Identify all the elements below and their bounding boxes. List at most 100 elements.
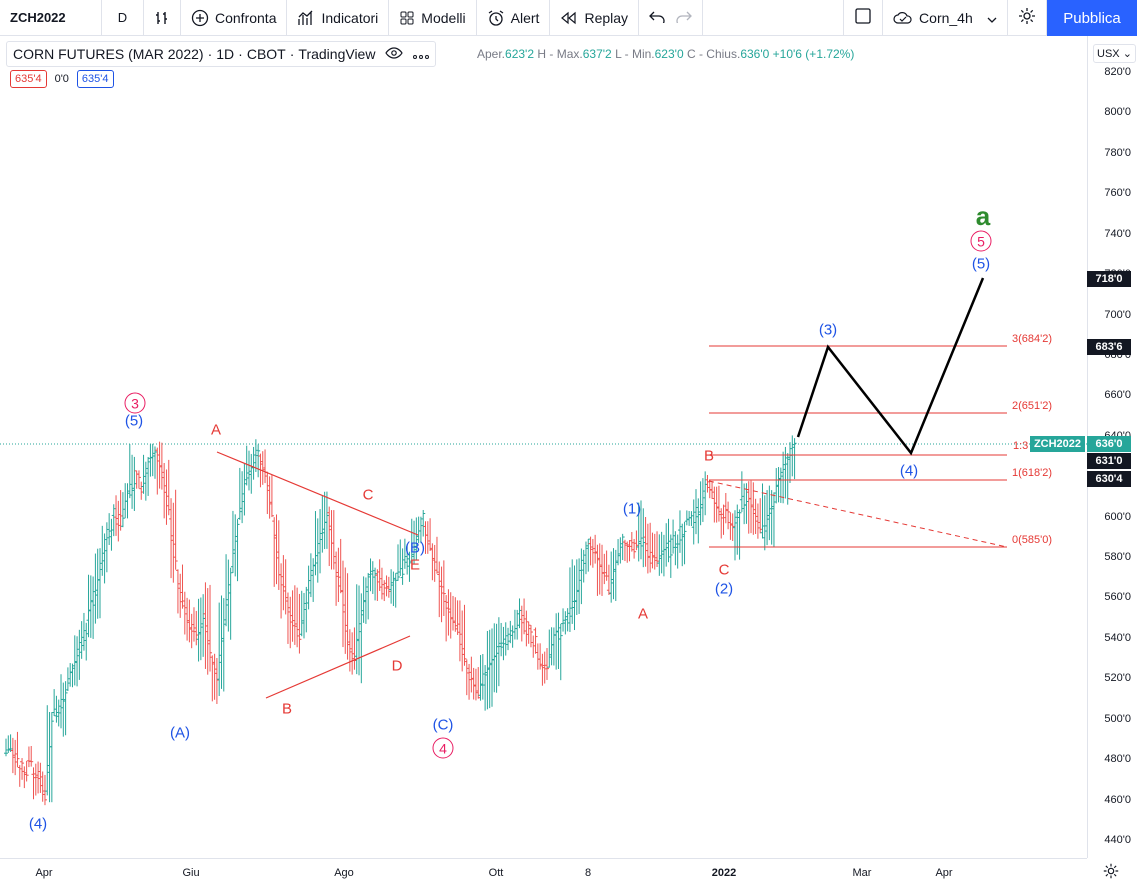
wave-label[interactable]: B: [703, 447, 715, 465]
alert-label: Alert: [510, 9, 540, 26]
chart-type-button[interactable]: [144, 0, 181, 36]
legend-separator: ·: [238, 46, 243, 62]
wave-label[interactable]: D: [391, 657, 403, 675]
redo-icon[interactable]: [676, 10, 692, 27]
time-tick-label: Ott: [488, 867, 504, 879]
compare-label: Confronta: [215, 9, 277, 26]
legend-title: CORN FUTURES (MAR 2022): [13, 46, 204, 62]
low-value: 623'0: [654, 47, 684, 61]
indicator-legend[interactable]: 635'4 0'0 635'4: [10, 70, 114, 88]
wave-label[interactable]: C: [718, 561, 730, 579]
indicators-icon: [297, 9, 315, 27]
price-tick-label: 760'0: [1104, 187, 1131, 200]
fib-level-label: 1:3: [1013, 440, 1029, 452]
price-marker: 636'0: [1087, 436, 1131, 452]
wave-label[interactable]: E: [409, 556, 421, 574]
publish-button[interactable]: Pubblica: [1047, 0, 1137, 36]
undo-redo-group: [639, 0, 704, 36]
legend-separator: ·: [289, 46, 295, 62]
time-tick-label: Apr: [935, 867, 953, 879]
ohlc-values: Aper.623'2 H - Max.637'2 L - Min.623'0 C…: [477, 47, 854, 61]
wave-label[interactable]: (A): [170, 724, 190, 742]
series-legend[interactable]: CORN FUTURES (MAR 2022) · 1D · CBOT · Tr…: [6, 41, 437, 67]
price-tick-label: 480'0: [1104, 753, 1131, 766]
symbol-price-label: ZCH2022: [1030, 436, 1085, 452]
currency-selector[interactable]: USX ⌄: [1093, 44, 1136, 63]
wave-label[interactable]: (2): [714, 580, 734, 598]
wave-label[interactable]: (1): [622, 500, 642, 518]
time-axis[interactable]: Apr Giu Ago Ott 8 2022 Mar Apr: [0, 858, 1087, 889]
compare-button[interactable]: Confronta: [181, 0, 288, 36]
high-label: H - Max.: [537, 47, 583, 61]
wave-label[interactable]: (5): [124, 412, 144, 430]
square-icon: [854, 7, 872, 28]
change-value: +10'6 (+1.72%): [772, 47, 855, 61]
top-toolbar: ZCH2022 D Confronta Indicatori Modelli A…: [0, 0, 1137, 36]
bid-badge: 635'4: [10, 70, 47, 88]
legend-source: TradingView: [298, 46, 376, 62]
eye-icon[interactable]: [385, 46, 404, 62]
wave-label[interactable]: C: [362, 486, 374, 504]
rewind-icon: [560, 11, 578, 25]
more-options-icon[interactable]: [413, 46, 430, 62]
wave-label[interactable]: 4: [432, 737, 454, 759]
fullscreen-layout-button[interactable]: [703, 0, 843, 36]
settings-button[interactable]: [1008, 0, 1047, 36]
wave-label[interactable]: a: [975, 201, 991, 231]
price-chart[interactable]: [0, 0, 1087, 858]
wave-label[interactable]: 5: [970, 230, 992, 252]
fib-level-label: 2(651'2): [1012, 400, 1053, 412]
fib-level-label: 1(618'2): [1012, 467, 1053, 479]
high-value: 637'2: [582, 47, 612, 61]
price-tick-label: 560'0: [1104, 591, 1131, 604]
settings-gear-icon[interactable]: [1102, 862, 1120, 885]
time-tick-label: 2022: [711, 867, 737, 879]
projection-path: [796, 277, 985, 456]
price-tick-label: 440'0: [1104, 834, 1131, 846]
replay-button[interactable]: Replay: [550, 0, 640, 36]
price-tick-label: 800'0: [1104, 106, 1131, 119]
layout-name-button[interactable]: Corn_4h: [883, 0, 1008, 36]
wave-label[interactable]: (4): [899, 462, 919, 480]
price-tick-label: 820'0: [1104, 66, 1131, 78]
plus-circle-icon: [191, 9, 209, 27]
templates-button[interactable]: Modelli: [389, 0, 477, 36]
price-tick-label: 660'0: [1104, 389, 1131, 402]
price-tick-label: 600'0: [1104, 510, 1131, 523]
time-tick-label: 8: [584, 867, 592, 879]
price-tick-label: 540'0: [1104, 631, 1131, 644]
wave-label[interactable]: 3: [124, 392, 146, 414]
layout-toggle-button[interactable]: [843, 0, 884, 36]
price-tick-label: 460'0: [1104, 793, 1131, 806]
interval-button[interactable]: D: [102, 0, 144, 36]
trendline-lower: [265, 635, 411, 699]
wave-label[interactable]: (5): [971, 255, 991, 273]
close-label: C - Chius.: [686, 47, 741, 61]
legend-interval: 1D: [216, 46, 235, 62]
alert-button[interactable]: Alert: [477, 0, 551, 36]
templates-label: Modelli: [421, 9, 466, 26]
wave-label[interactable]: (3): [818, 321, 838, 339]
symbol-search-button[interactable]: ZCH2022: [0, 0, 102, 36]
wave-label[interactable]: (4): [28, 815, 48, 833]
ask-badge: 635'4: [76, 70, 114, 88]
wave-label[interactable]: B: [281, 700, 293, 718]
chevron-down-icon: ⌄: [1122, 48, 1132, 60]
price-tick-label: 520'0: [1104, 672, 1131, 685]
price-marker: 630'4: [1087, 471, 1131, 487]
fib-level-label: 3(684'2): [1012, 333, 1053, 345]
price-marker: 683'6: [1087, 339, 1131, 355]
wave-label[interactable]: A: [210, 421, 222, 439]
undo-icon[interactable]: [649, 10, 665, 27]
indicators-label: Indicatori: [321, 9, 379, 26]
legend-exchange: CBOT: [246, 46, 286, 62]
chevron-down-icon: [987, 10, 997, 26]
wave-label[interactable]: A: [637, 605, 649, 623]
replay-label: Replay: [584, 9, 629, 26]
time-tick-label: Apr: [35, 867, 53, 879]
wave-label[interactable]: (C): [432, 716, 454, 734]
indicators-button[interactable]: Indicatori: [287, 0, 390, 36]
fib-level-label: 0(585'0): [1012, 534, 1053, 546]
wave-label[interactable]: (B): [405, 539, 425, 557]
time-tick-label: Ago: [334, 867, 354, 879]
